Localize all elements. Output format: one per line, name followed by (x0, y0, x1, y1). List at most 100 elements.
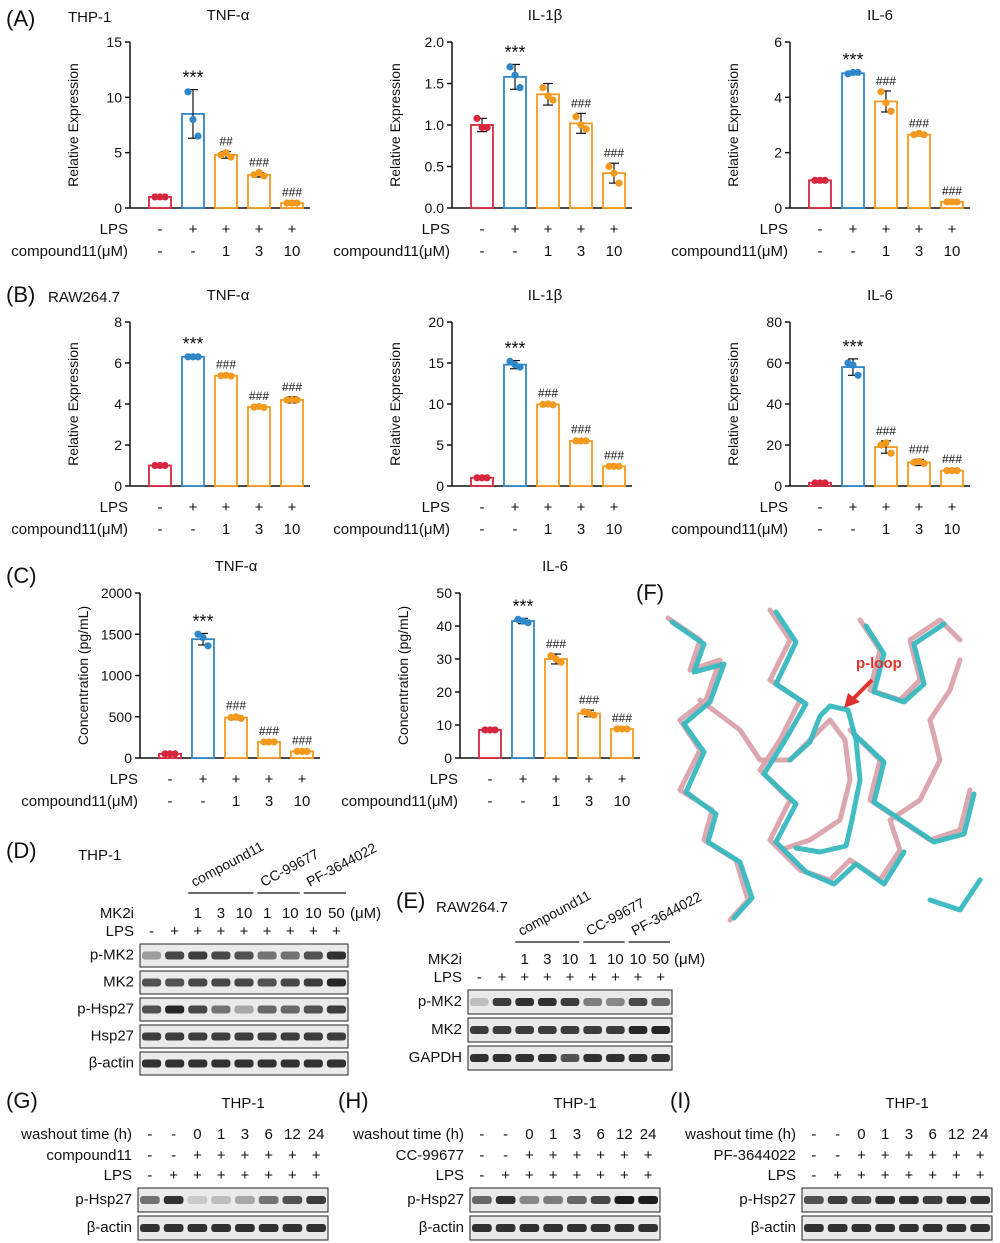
lps-row-value: + (610, 221, 619, 238)
condition-value: 0 (193, 1126, 201, 1143)
condition-value: + (928, 1167, 937, 1184)
mk2i-dose: 10 (607, 951, 624, 968)
condition-value: 3 (241, 1126, 249, 1143)
condition-value: + (881, 1167, 890, 1184)
lps-row-value: - (488, 771, 493, 788)
data-point (887, 449, 895, 457)
data-point (516, 84, 524, 92)
compound-row-value: 10 (944, 521, 961, 538)
mk2i-dose: 1 (588, 951, 596, 968)
condition-value: - (811, 1147, 816, 1164)
significance-label: ### (604, 146, 624, 160)
blot-band (306, 1196, 326, 1204)
blot-band (142, 1059, 162, 1068)
condition-value: + (572, 1167, 581, 1184)
data-point (613, 725, 621, 733)
chart-B2: IL-1β Relative Expression 0 5 10 15 20 *** ### ##… (333, 287, 632, 538)
y-tick-label: 50 (436, 585, 452, 601)
lps-row-label: LPS (100, 499, 128, 516)
blot-band (543, 1196, 563, 1204)
blot-band (851, 1196, 872, 1204)
lps-row-value: - (818, 499, 823, 516)
compound-row-value: - (851, 521, 856, 538)
significance-label: ### (249, 389, 269, 403)
lps-sign: - (149, 923, 154, 940)
y-tick-label: 0.0 (425, 200, 445, 216)
blot-band (515, 1054, 534, 1062)
data-point (943, 467, 951, 475)
compound-row-value: - (191, 521, 196, 538)
bar (808, 179, 832, 209)
blot-band (163, 1224, 184, 1232)
cell-label-b: RAW264.7 (48, 289, 120, 306)
data-point (590, 711, 598, 719)
bar (569, 439, 593, 487)
y-tick-label: 2000 (101, 585, 132, 601)
data-point (189, 115, 197, 124)
condition-value: 6 (596, 1126, 604, 1143)
data-point (882, 439, 890, 447)
blot-row-label: p-Hsp27 (407, 1191, 464, 1208)
y-tick-label: 15 (106, 34, 122, 50)
data-point (293, 396, 301, 404)
panel-letter-g: (G) (6, 1088, 38, 1113)
compound-row-value: 1 (544, 521, 552, 538)
blot-band (142, 978, 162, 987)
condition-value: + (288, 1167, 297, 1184)
condition-value: - (503, 1126, 508, 1143)
data-point (293, 199, 301, 207)
chart-C1: TNF-α Concentration (pg/mL) 0 500 1000 1500 20… (21, 558, 320, 810)
lps-row-value: + (222, 221, 231, 238)
chart-title: IL-6 (867, 7, 893, 24)
blot-band (257, 951, 277, 960)
dose-unit: (μM) (350, 905, 381, 922)
data-point (161, 750, 169, 758)
blot-band (280, 1032, 300, 1041)
lps-sign: + (240, 923, 249, 940)
compound-row-value: - (191, 243, 196, 260)
blot-band (326, 1032, 346, 1041)
data-point (184, 88, 192, 96)
blot-band (470, 1026, 489, 1034)
data-point (303, 747, 311, 756)
blot-row-label: β-actin (751, 1219, 796, 1236)
data-point (811, 479, 819, 487)
lps-sign: + (543, 969, 552, 986)
significance-label: ## (219, 135, 233, 149)
blot-band (470, 1054, 489, 1062)
data-point (524, 619, 532, 627)
blot-band (851, 1224, 872, 1232)
blot-band (560, 998, 580, 1006)
bar (503, 363, 527, 487)
lps-row-value: - (158, 499, 163, 516)
p-loop-arrowhead (844, 693, 860, 708)
y-tick-label: 10 (436, 717, 452, 733)
condition-value: + (312, 1167, 321, 1184)
data-point (572, 113, 580, 121)
y-tick-label: 10 (106, 89, 122, 105)
condition-label: LPS (104, 1167, 132, 1184)
compound-row-value: 3 (577, 521, 585, 538)
compound-row-value: - (488, 793, 493, 810)
lps-row-value: + (915, 499, 924, 516)
blot-row-label: p-MK2 (90, 947, 134, 964)
compound-row-label: compound11(μM) (11, 521, 128, 538)
bar (247, 173, 271, 209)
blot-band (303, 951, 323, 960)
bar (181, 355, 205, 487)
significance-label: ### (546, 637, 566, 651)
blot-band (211, 1032, 231, 1041)
significance-label: ### (876, 424, 896, 438)
blot-band (590, 1224, 611, 1232)
blot-band (875, 1224, 895, 1232)
chart-A2: IL-1β Relative Expression 0.0 0.5 1.0 1.5 2.0 *… (333, 7, 632, 260)
mk2i-dose: 50 (652, 951, 669, 968)
y-tick-label: 2.0 (425, 34, 445, 50)
blot-band (804, 1224, 824, 1232)
y-tick-label: 1.5 (425, 76, 445, 92)
blot-band (590, 1196, 611, 1204)
blot-cell-label: THP-1 (885, 1095, 928, 1112)
blot-band (827, 1224, 848, 1232)
lps-row-value: - (818, 221, 823, 238)
condition-value: + (217, 1167, 226, 1184)
